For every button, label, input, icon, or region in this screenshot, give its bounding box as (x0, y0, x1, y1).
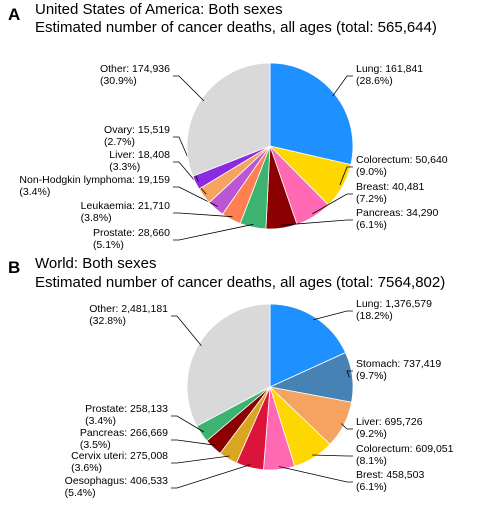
pie-a-leader-prostate (173, 223, 254, 241)
slice-label-percent: (5.4%) (65, 487, 96, 499)
panel-b-letter: B (8, 258, 20, 277)
slice-label-name: Lung: 1,376,579 (356, 298, 432, 310)
pie-b-slice-other (186, 303, 271, 427)
pie-b-leader-liver (340, 423, 353, 430)
pie-b-slice-lung (269, 303, 347, 388)
panel-a-letter: A (8, 5, 20, 24)
panel-a: A United States of America: Both sexes E… (8, 1, 448, 251)
pie-a-label-ovary: Ovary: 15,519 (2.7%) (104, 124, 170, 148)
pie-a-label-prostate: Prostate: 28,660 (5.1%) (93, 227, 170, 251)
pie-a-label-lung: Lung: 161,841 (28.6%) (356, 63, 423, 87)
pie-b-label-liver: Liver: 695,726 (9.2%) (356, 416, 423, 440)
pie-b-leader-colorectum (312, 454, 353, 457)
slice-label-name: Liver: 18,408 (109, 149, 170, 161)
pie-a-leader-leukaemia (173, 212, 233, 218)
slice-label-percent: (3.8%) (81, 212, 112, 224)
pie-a-slice-lung (269, 62, 354, 166)
slice-label-percent: (2.7%) (104, 136, 135, 148)
slice-label-percent: (3.6%) (71, 462, 102, 474)
slice-label-percent: (9.7%) (356, 370, 387, 382)
slice-label-name: Ovary: 15,519 (104, 124, 170, 136)
panel-b: B World: Both sexes Estimated number of … (8, 255, 454, 499)
slice-label-name: Colorectum: 50,640 (356, 154, 448, 166)
pie-a-leader-non-hodgkin-lymphoma (173, 186, 218, 207)
pie-b-leader-prostate (171, 415, 205, 433)
pie-a-label-liver: Liver: 18,408 (3.3%) (109, 149, 170, 173)
pie-b-label-oesophagus: Oesophagus: 406,533 (5.4%) (65, 475, 168, 499)
slice-label-name: Stomach: 737,419 (356, 358, 441, 370)
panel-b-subtitle: Estimated number of cancer deaths, all a… (35, 274, 445, 291)
slice-label-percent: (5.1%) (93, 239, 124, 251)
slice-label-name: Prostate: 258,133 (85, 403, 168, 415)
pie-a-label-non-hodgkin-lymphoma: Non-Hodgkin lymphoma: 19,159 (3.4%) (19, 174, 170, 198)
pie-b-label-stomach: Stomach: 737,419 (9.7%) (356, 358, 441, 382)
pie-b-leader-pancreas (171, 439, 216, 446)
slice-label-name: Breast: 40,481 (356, 181, 424, 193)
panel-a-title: United States of America: Both sexes (35, 1, 283, 18)
pie-b-leader-cervix-uteri (171, 455, 230, 464)
slice-label-name: Brest: 458,503 (356, 469, 424, 481)
pie-a-leader-other (173, 75, 205, 102)
slice-label-name: Pancreas: 34,290 (356, 207, 438, 219)
slice-label-percent: (18.2%) (356, 310, 393, 322)
pie-chart-b: Lung: 1,376,579 (18.2%)Stomach: 737,419 (9… (65, 298, 454, 499)
slice-label-percent: (28.6%) (356, 75, 393, 87)
slice-label-percent: (3.3%) (109, 161, 140, 173)
pie-b-label-other: Other: 2,481,181 (32.8%) (89, 303, 168, 327)
pie-b-label-lung: Lung: 1,376,579 (18.2%) (356, 298, 432, 322)
slice-label-name: Lung: 161,841 (356, 63, 423, 75)
pie-b-label-colorectum: Colorectum: 609,051 (8.1%) (356, 443, 454, 467)
slice-label-percent: (9.0%) (356, 166, 387, 178)
slice-label-percent: (8.1%) (356, 455, 387, 467)
slice-label-name: Cervix uteri: 275,008 (71, 450, 168, 462)
pie-a-leader-breast (312, 193, 353, 215)
pie-chart-a: Lung: 161,841 (28.6%) Colorectum: 50,640 (9… (19, 62, 448, 251)
slice-label-percent: (7.2%) (356, 193, 387, 205)
slice-label-name: Oesophagus: 406,533 (65, 475, 168, 487)
pie-a-label-leukaemia: Leukaemia: 21,710 (3.8%) (81, 200, 170, 224)
slice-label-percent: (32.8%) (89, 315, 126, 327)
panel-a-subtitle: Estimated number of cancer deaths, all a… (35, 19, 437, 36)
slice-label-name: Liver: 695,726 (356, 416, 423, 428)
slice-label-name: Other: 174,936 (100, 63, 170, 75)
pie-b-label-prostate: Prostate: 258,133 (3.4%) (85, 403, 168, 427)
slice-label-percent: (3.5%) (80, 439, 111, 451)
pie-a-leader-lung (332, 75, 353, 97)
slice-label-percent: (30.9%) (100, 75, 137, 87)
pie-a-label-colorectum: Colorectum: 50,640 (9.0%) (356, 154, 448, 178)
pie-b-label-pancreas: Pancreas: 266,669 (3.5%) (80, 427, 168, 451)
slice-label-percent: (3.4%) (85, 415, 116, 427)
pie-b-leader-brest (278, 466, 353, 483)
pie-b-label-brest: Brest: 458,503 (6.1%) (356, 469, 424, 493)
slice-label-name: Colorectum: 609,051 (356, 443, 454, 455)
pie-b-leader-other (171, 315, 202, 347)
slice-label-name: Pancreas: 266,669 (80, 427, 168, 439)
pie-a-slice-other (186, 62, 271, 177)
slice-label-name: Leukaemia: 21,710 (81, 200, 170, 212)
pie-a-leader-pancreas (281, 219, 353, 226)
pie-a-label-breast: Breast: 40,481 (7.2%) (356, 181, 424, 205)
pie-a-leader-colorectum (339, 166, 353, 186)
slice-label-percent: (9.2%) (356, 428, 387, 440)
pie-b-leader-oesophagus (171, 464, 251, 489)
slice-label-percent: (6.1%) (356, 219, 387, 231)
slice-label-percent: (3.4%) (19, 186, 50, 198)
pie-a-label-other: Other: 174,936 (30.9%) (100, 63, 170, 87)
slice-label-name: Other: 2,481,181 (89, 303, 168, 315)
pie-b-leader-lung (313, 310, 353, 321)
pie-b-label-cervix-uteri: Cervix uteri: 275,008 (3.6%) (71, 450, 168, 474)
pie-b-leader-stomach (346, 370, 353, 378)
pie-a-label-pancreas: Pancreas: 34,290 (6.1%) (356, 207, 438, 231)
slice-label-name: Prostate: 28,660 (93, 227, 170, 239)
panel-b-title: World: Both sexes (35, 255, 156, 272)
slice-label-name: Non-Hodgkin lymphoma: 19,159 (19, 174, 170, 186)
slice-label-percent: (6.1%) (356, 481, 387, 493)
